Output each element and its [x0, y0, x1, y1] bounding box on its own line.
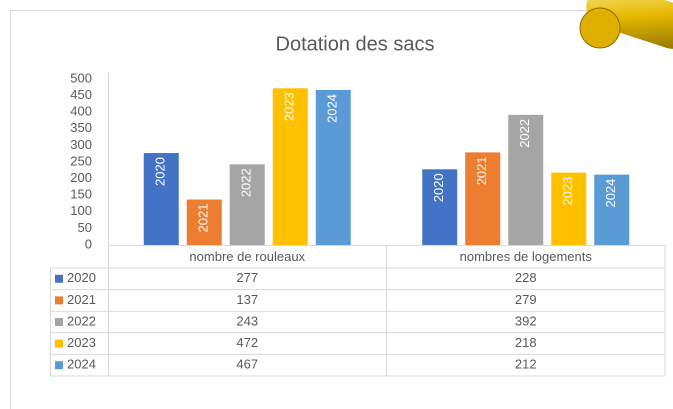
x-tick-label: nombre de rouleaux [189, 249, 305, 264]
table-value: 392 [515, 313, 537, 328]
y-tick-label: 400 [70, 104, 92, 119]
table-value: 277 [236, 270, 258, 285]
bar-label: 2024 [325, 94, 340, 123]
bar [229, 164, 265, 245]
legend-label: 2021 [67, 292, 96, 307]
y-tick-label: 300 [70, 137, 92, 152]
bar-label: 2021 [196, 204, 211, 233]
y-tick-label: 200 [70, 170, 92, 185]
legend-label: 2020 [67, 270, 96, 285]
legend-swatch [55, 296, 63, 305]
bar [143, 153, 179, 245]
bar [422, 169, 458, 245]
legend-swatch [55, 274, 63, 283]
bar [315, 89, 351, 246]
y-tick-label: 100 [70, 203, 92, 218]
table-value: 467 [236, 357, 258, 372]
table-value: 218 [515, 335, 537, 350]
legend-label: 2024 [67, 357, 96, 372]
decoration [579, 0, 673, 49]
bar-label: 2020 [431, 173, 446, 202]
y-tick-label: 150 [70, 187, 92, 202]
bar-label: 2023 [560, 177, 575, 206]
bar-label: 2024 [603, 179, 618, 208]
bar-label: 2022 [517, 119, 532, 148]
x-tick-label: nombres de logements [460, 249, 593, 264]
table-value: 279 [515, 292, 537, 307]
y-tick-label: 450 [70, 87, 92, 102]
y-tick-label: 350 [70, 120, 92, 135]
y-tick-label: 0 [85, 236, 92, 251]
y-tick-label: 50 [78, 220, 92, 235]
table-value: 472 [236, 335, 258, 350]
bar-label: 2020 [153, 157, 168, 186]
bar [594, 174, 630, 245]
table-value: 243 [236, 313, 258, 328]
y-tick-label: 500 [70, 70, 92, 85]
bar [508, 114, 544, 245]
legend-swatch [55, 339, 63, 348]
bar-label: 2021 [474, 156, 489, 185]
table-value: 228 [515, 270, 537, 285]
bar [551, 172, 587, 245]
legend-swatch [55, 318, 63, 326]
bar-label: 2023 [282, 92, 297, 121]
legend-label: 2023 [67, 335, 96, 350]
y-tick-label: 250 [70, 153, 92, 168]
bar [186, 199, 222, 245]
legend-swatch [55, 361, 63, 370]
table-value: 137 [236, 292, 258, 307]
legend-label: 2022 [67, 313, 96, 328]
chart-title: Dotation des sacs [276, 33, 435, 55]
bar [465, 152, 501, 245]
bar-label: 2022 [239, 168, 254, 197]
table-value: 212 [515, 357, 537, 372]
bar [272, 88, 308, 246]
